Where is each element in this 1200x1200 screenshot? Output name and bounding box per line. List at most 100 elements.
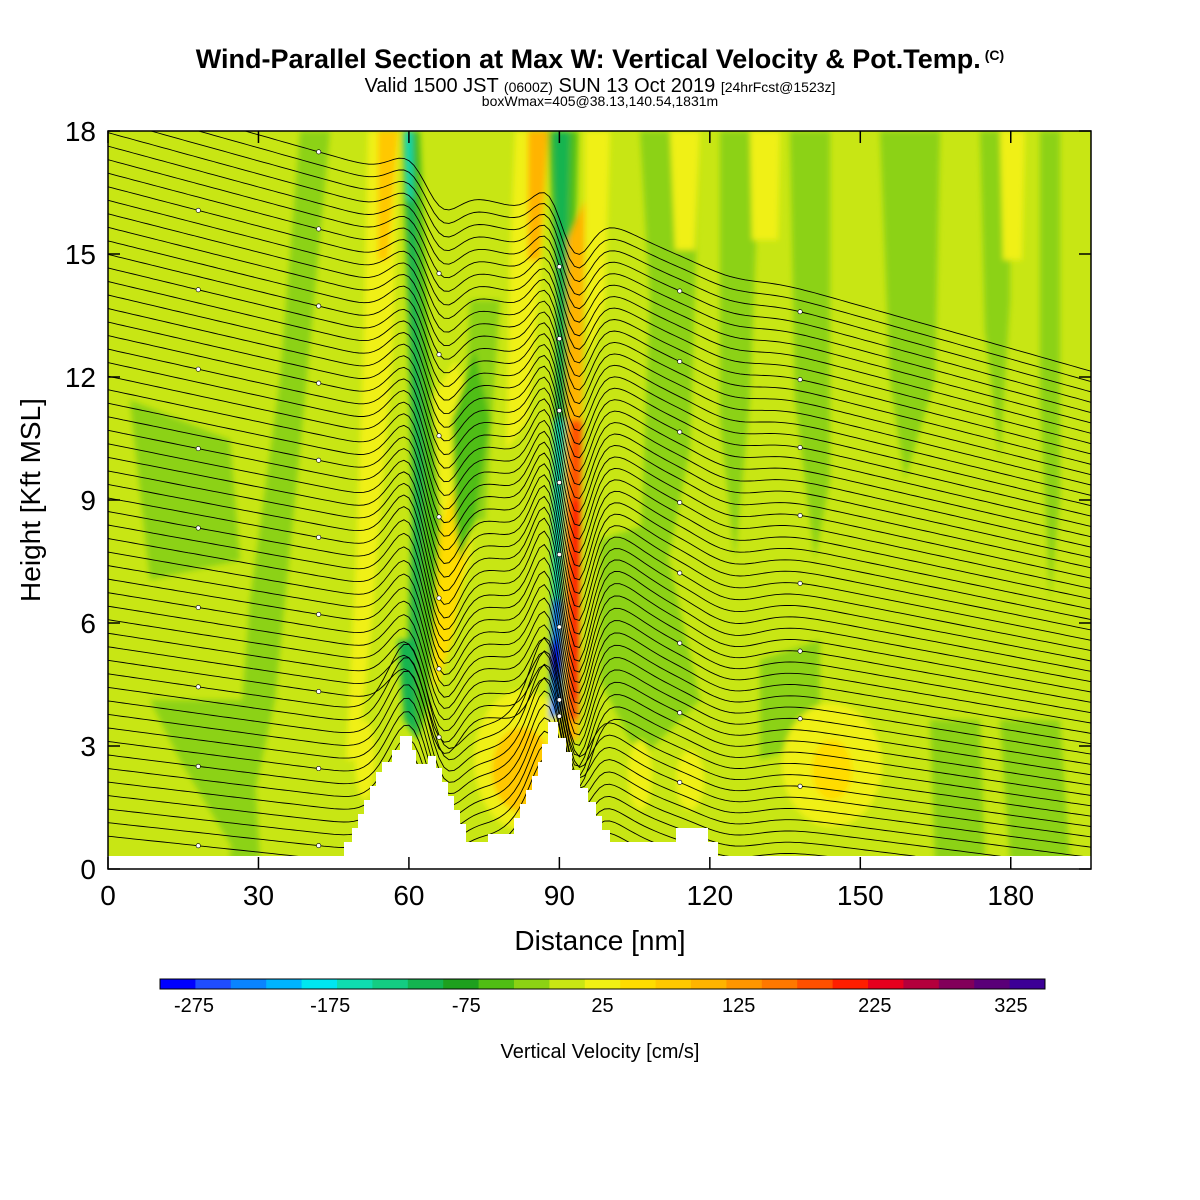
isentrope [108,186,1091,445]
isentrope-label-mark [677,640,683,646]
y-tick-label: 15 [65,239,96,270]
valid-date: SUN 13 Oct 2019 [558,75,716,97]
valid-zulu: (0600Z) [503,79,553,95]
isentrope [108,703,1091,858]
isentrope-label-mark [195,843,201,849]
isentrope-label-mark [195,604,201,610]
isentrope [108,524,1091,703]
isentrope [108,470,1091,662]
y-tick-label: 9 [80,485,96,516]
axes: 0 30 60 90 120 150 180 0 3 6 9 12 15 18 [65,116,1091,911]
isentrope-label-mark [556,264,562,270]
isentrope [108,636,1091,817]
isentrope [108,145,1091,414]
isentrope-label-mark [316,688,322,694]
copyright-mark: (C) [984,47,1005,63]
colorbar-swatch [337,979,373,989]
colorbar-swatch [868,979,904,989]
isentrope [108,565,1091,734]
colorbar-swatch [832,979,869,989]
isentrope [108,659,1091,807]
colorbar-swatch [620,979,657,989]
colorbar-swatch [655,979,692,989]
x-tick-label: 180 [987,880,1034,911]
isentrope-label-mark [677,779,683,785]
isentrope [108,456,1091,652]
isentrope-label-mark [436,734,442,740]
isentrope-label-mark [556,551,562,557]
isentrope [108,646,1091,796]
terrain [108,722,1091,869]
isentrope [108,429,1091,631]
colorbar-swatch [230,979,267,989]
x-tick-label: 90 [544,880,575,911]
isentrope-label-mark [316,534,322,540]
y-tick-label: 18 [65,116,96,147]
isentrope-label-mark [195,684,201,690]
isentrope [108,663,1091,838]
colorbar-swatch [514,979,550,989]
isentrope [108,650,1091,827]
isentrope-label-mark [797,716,803,722]
isentrope-label-mark [797,783,803,789]
isentrope-label-mark [316,149,322,155]
isentrope-label-mark [316,303,322,309]
plot-area [108,131,1091,869]
isentrope-label-mark [436,666,442,672]
isentrope [108,213,1091,465]
isentrope [108,632,1091,786]
isentrope-label-mark [556,697,562,703]
colorbar-tick-label: 25 [591,995,613,1017]
chart-title-text: Wind-Parallel Section at Max W: Vertical… [195,44,981,74]
isentrope-label-mark [677,429,683,435]
valid-forecast: [24hrFcst@1523z] [720,79,836,95]
isentrope-label-mark [436,514,442,520]
isentrope-label-mark [677,710,683,716]
colorbar: -275 -175 -75 25 125 225 325 [159,978,1046,1017]
isentrope [108,511,1091,693]
chart-title: Wind-Parallel Section at Max W: Vertical… [0,44,1200,75]
isentrope [149,131,1091,393]
isentrope-label-mark [436,352,442,358]
isentrope [108,348,1091,569]
colorbar-swatch [549,979,586,989]
isentrope [108,172,1091,434]
isentrope-label-mark [316,611,322,617]
colorbar-swatch [1009,979,1046,989]
isentrope [108,159,1091,424]
isentrope-label-mark [316,766,322,772]
isentrope-label-mark [797,580,803,586]
isentrope-label-mark [195,446,201,452]
colorbar-frame [159,978,1046,990]
colorbar-swatch [938,979,975,989]
isentrope-label-mark [556,713,562,719]
isentrope-label-mark [195,763,201,769]
colorbar-tick-label: -75 [452,995,481,1017]
colorbar-swatch [266,979,303,989]
colorbar-swatch [761,979,798,989]
isentrope-label-mark [436,270,442,276]
y-tick-label: 0 [80,854,96,885]
x-tick-label: 150 [837,880,884,911]
isentrope-label-mark [677,288,683,294]
colorbar-swatch [443,979,480,989]
isentrope [108,538,1091,714]
isentrope-label-mark [195,207,201,213]
isentrope-label-mark [436,595,442,601]
isentrope [108,199,1091,455]
isentrope [108,240,1091,486]
isentrope-label-mark [556,408,562,414]
isentrope-label-mark [195,366,201,372]
isentrope [196,131,1091,383]
isentrope-label-mark [436,433,442,439]
isentrope-label-mark [316,380,322,386]
isentrope-label-mark [677,570,683,576]
isentrope-label-mark [316,843,322,849]
isentrope-label-mark [556,480,562,486]
isentrope [108,281,1091,517]
isentrope-label-mark [797,309,803,315]
isentrope [108,578,1091,745]
isentrope-label-mark [797,648,803,654]
colorbar-swatch [407,979,444,989]
